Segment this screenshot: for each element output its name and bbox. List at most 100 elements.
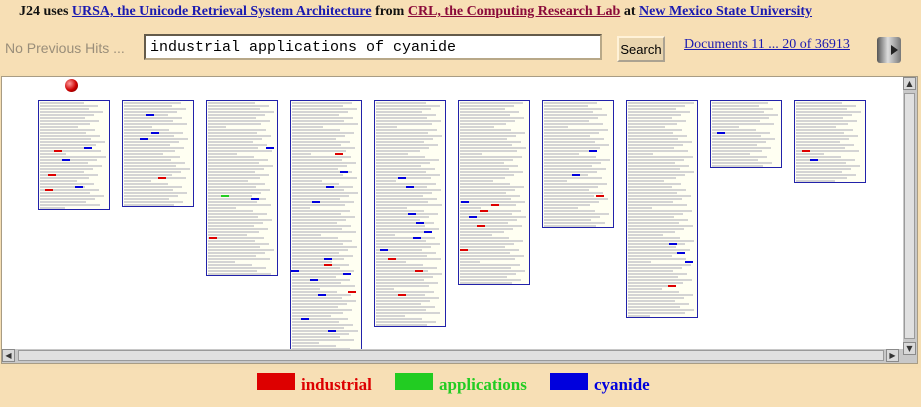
text-line [208, 165, 273, 167]
previous-hits-label[interactable]: No Previous Hits ... [5, 40, 125, 56]
text-line [460, 237, 509, 239]
text-line [628, 267, 682, 269]
document-thumbnail[interactable] [794, 100, 866, 183]
text-line [292, 177, 357, 179]
nmsu-link[interactable]: New Mexico State University [639, 4, 813, 19]
text-line [460, 216, 526, 218]
text-line [292, 258, 344, 260]
horizontal-scrollbar[interactable]: ◀ ▶ [2, 349, 903, 363]
text-line [628, 183, 681, 185]
text-line [460, 165, 518, 167]
text-line [124, 168, 190, 170]
term-hit-industrial [388, 258, 396, 260]
text-line [460, 282, 512, 284]
text-line [124, 171, 181, 173]
term-hit-cyanide [424, 231, 432, 233]
next-page-icon[interactable] [877, 37, 901, 63]
text-line [208, 141, 253, 143]
term-hit-industrial [491, 204, 499, 206]
red-ball-icon[interactable] [65, 79, 78, 92]
text-line [796, 162, 846, 164]
credits-text: uses [43, 4, 69, 19]
document-thumbnail[interactable] [206, 100, 278, 276]
text-line [292, 126, 323, 128]
text-line [292, 342, 319, 344]
text-line [208, 153, 237, 155]
document-thumbnail[interactable] [38, 100, 110, 210]
document-range-link[interactable]: Documents 11 ... 20 of 36913 [684, 37, 850, 52]
text-line [208, 234, 247, 236]
text-line [376, 174, 440, 176]
text-line [124, 186, 182, 188]
crl-link[interactable]: CRL, the Computing Research Lab [407, 4, 621, 19]
text-line [40, 183, 94, 185]
text-line [628, 126, 665, 128]
term-hit-industrial [54, 150, 62, 152]
document-thumbnail[interactable] [290, 100, 362, 354]
text-line [376, 192, 432, 194]
document-thumbnail[interactable] [710, 100, 782, 168]
text-line [376, 276, 433, 278]
text-line [376, 300, 430, 302]
text-line [712, 162, 772, 164]
text-line [460, 195, 520, 197]
text-line [376, 204, 442, 206]
vertical-scroll-thumb[interactable] [904, 93, 915, 339]
legend-label: industrial [301, 375, 372, 394]
text-line [208, 150, 272, 152]
text-line [208, 231, 259, 233]
text-line [292, 216, 355, 218]
text-line [712, 105, 759, 107]
text-line [376, 297, 439, 299]
text-line [544, 111, 593, 113]
text-line [376, 102, 426, 104]
text-line [544, 138, 604, 140]
text-line [460, 240, 523, 242]
text-line [544, 177, 602, 179]
text-line [628, 300, 675, 302]
text-line [712, 117, 769, 119]
text-line [712, 123, 774, 125]
text-line [40, 132, 86, 134]
term-hit-industrial [48, 174, 56, 176]
text-line [292, 297, 342, 299]
document-thumbnail[interactable] [374, 100, 446, 327]
text-line [292, 117, 353, 119]
text-line [544, 198, 608, 200]
text-line [376, 147, 429, 149]
text-line [628, 102, 694, 104]
text-line [460, 126, 494, 128]
scroll-left-icon[interactable]: ◀ [2, 349, 15, 362]
text-line [460, 246, 505, 248]
text-line [544, 222, 605, 224]
term-hit-cyanide [62, 159, 70, 161]
document-thumbnail[interactable] [122, 100, 194, 207]
vertical-scrollbar[interactable]: ▲ ▼ [903, 77, 917, 363]
text-line [460, 138, 507, 140]
ursa-link[interactable]: URSA, the Unicode Retrieval System Archi… [71, 4, 372, 19]
text-line [208, 219, 272, 221]
search-button[interactable]: Search [617, 36, 665, 62]
text-line [292, 207, 310, 209]
text-line [544, 225, 596, 227]
text-line [796, 102, 842, 104]
text-line [376, 264, 423, 266]
term-hit-cyanide [413, 237, 421, 239]
search-input[interactable] [144, 34, 602, 60]
document-thumbnail[interactable] [626, 100, 698, 318]
document-thumbnail[interactable] [458, 100, 530, 285]
text-line [628, 150, 688, 152]
text-line [124, 192, 187, 194]
text-line [124, 141, 179, 143]
text-line [628, 315, 650, 317]
text-line [712, 114, 778, 116]
scroll-down-icon[interactable]: ▼ [903, 342, 916, 355]
scroll-right-icon[interactable]: ▶ [886, 349, 899, 362]
term-hit-cyanide [589, 150, 597, 152]
credits-line: J24 uses URSA, the Unicode Retrieval Sys… [19, 4, 812, 20]
scroll-up-icon[interactable]: ▲ [903, 77, 916, 90]
horizontal-scroll-thumb[interactable] [18, 350, 884, 361]
text-line [292, 222, 337, 224]
text-line [208, 267, 266, 269]
document-thumbnail[interactable] [542, 100, 614, 228]
